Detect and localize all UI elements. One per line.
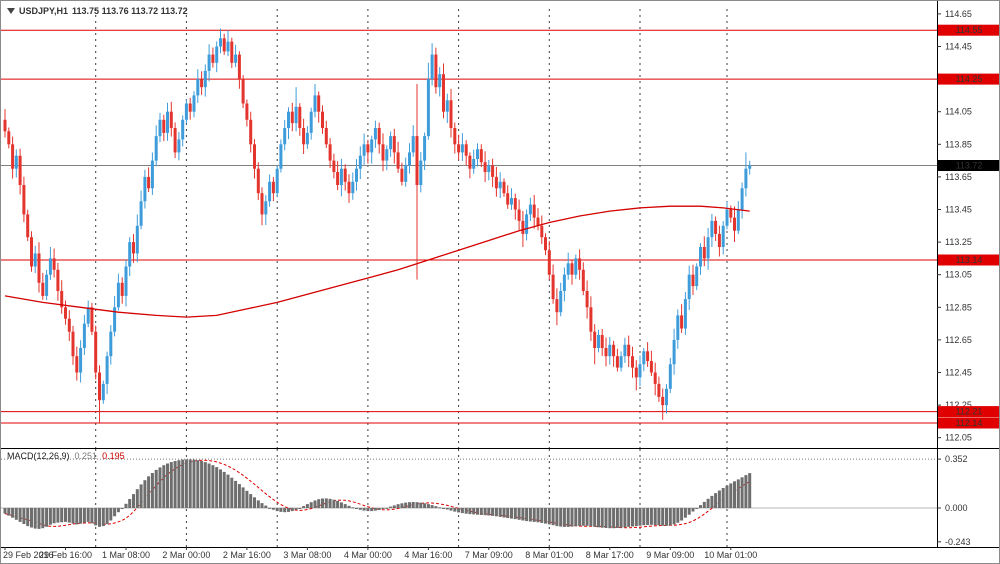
level-price-badge-label: 112.14: [956, 418, 983, 428]
level-price-badge: [938, 73, 999, 85]
price-tick-label: 112.45: [945, 368, 972, 378]
macd-main-value: 0.251: [74, 451, 98, 461]
symbol-period-label: USDJPY,H1: [19, 6, 69, 16]
time-axis-label: 4 Mar 16:00: [404, 550, 452, 560]
price-tick-label: 114.05: [945, 107, 972, 117]
time-axis-label: 8 Mar 17:00: [586, 550, 634, 560]
current-price-badge: [938, 160, 999, 171]
time-axis-label: 7 Mar 09:00: [465, 550, 513, 560]
time-axis-label: 3 Mar 08:00: [283, 550, 331, 560]
time-axis-label: 2 Mar 00:00: [162, 550, 210, 560]
panel-dividers: [1, 1, 999, 548]
macd-name: MACD(12,26,9): [7, 451, 70, 461]
level-price-badge-label: 113.14: [956, 255, 983, 265]
price-tick-label: 113.05: [945, 270, 972, 280]
macd-indicator-label: MACD(12,26,9) 0.251 0.195: [7, 451, 125, 461]
time-axis-label: 4 Mar 00:00: [344, 550, 392, 560]
macd-tick-label: -0.243: [945, 537, 971, 547]
moving-average-line: [4, 205, 750, 318]
macd-signal-value: 0.195: [102, 451, 125, 461]
ohlc-values: 113.75 113.76 113.72 113.72: [72, 6, 188, 16]
level-price-badge-label: 114.55: [956, 25, 983, 35]
time-axis-label: 9 Mar 09:00: [646, 550, 694, 560]
time-axis-label: 8 Mar 01:00: [525, 550, 573, 560]
level-price-badge: [938, 406, 999, 418]
level-price-badge-label: 114.25: [956, 74, 983, 84]
macd-tick-label: 0.000: [945, 503, 968, 513]
price-tick-label: 112.25: [945, 400, 972, 410]
price-tick-label: 112.85: [945, 302, 972, 312]
price-tick-label: 113.25: [945, 237, 972, 247]
chart-title: USDJPY,H1 113.75 113.76 113.72 113.72: [7, 6, 188, 16]
time-axis-label: 29 Feb 16:00: [39, 550, 92, 560]
time-axis-label: 2 Mar 16:00: [223, 550, 271, 560]
price-tick-label: 113.65: [945, 172, 972, 182]
time-axis-label: 1 Mar 08:00: [102, 550, 150, 560]
level-lines: [1, 29, 937, 424]
price-tick-label: 114.65: [945, 9, 972, 19]
macd-tick-label: 0.352: [945, 454, 968, 464]
time-axis-label: 29 Feb 2016: [3, 550, 54, 560]
level-price-badge: [938, 24, 999, 36]
level-price-badge: [938, 254, 999, 266]
macd-axis[interactable]: 0.352 0.000 -0.243: [937, 454, 971, 547]
price-axis[interactable]: 114.65114.45114.25114.05113.85113.65113.…: [937, 9, 1000, 443]
price-tick-label: 112.65: [945, 335, 972, 345]
current-price-badge-label: 113.72: [956, 161, 983, 171]
price-tick-label: 112.05: [945, 433, 972, 443]
level-price-badge: [938, 417, 999, 429]
candles: [3, 28, 752, 423]
price-tick-label: 113.45: [945, 205, 972, 215]
time-axis-label: 10 Mar 01:00: [704, 550, 757, 560]
level-price-badge-label: 112.21: [956, 407, 983, 417]
price-tick-label: 113.85: [945, 139, 972, 149]
macd-signal-line: [4, 459, 750, 529]
symbol-icon: [7, 8, 15, 14]
macd-histogram: [3, 459, 752, 529]
price-tick-label: 114.45: [945, 42, 972, 52]
